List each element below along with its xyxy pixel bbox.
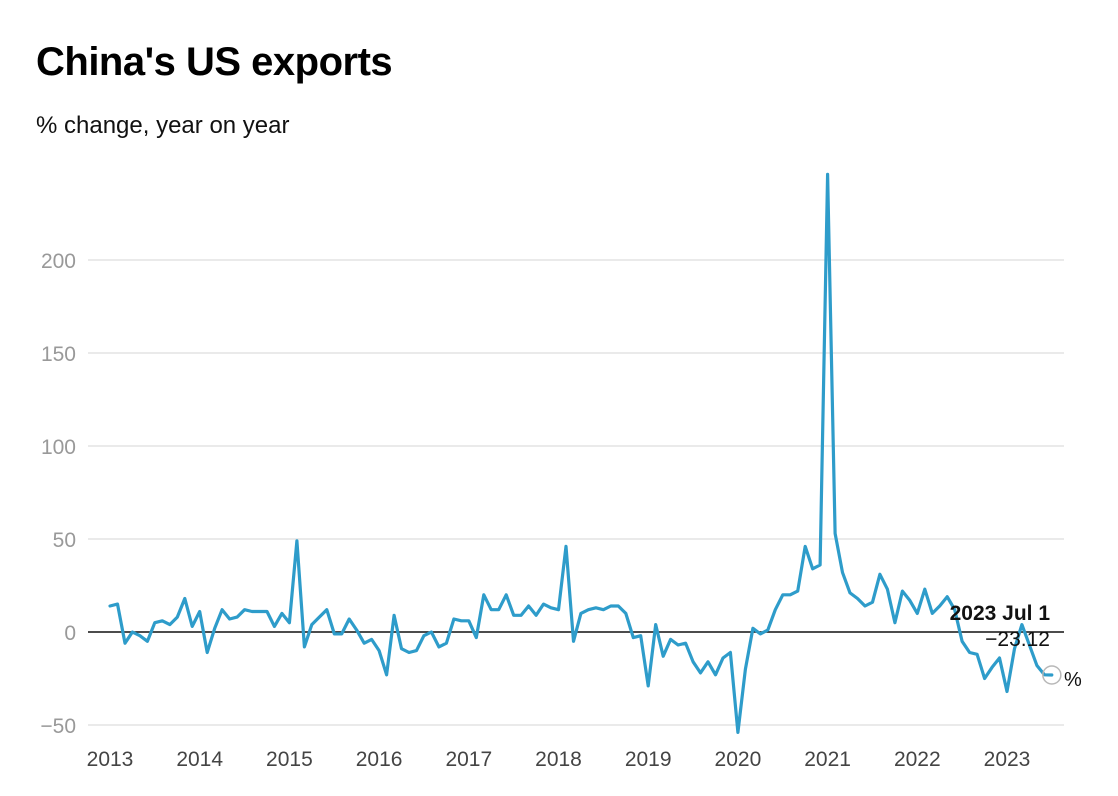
x-tick-label: 2013 bbox=[87, 748, 134, 771]
y-tick-label: 100 bbox=[41, 436, 76, 459]
x-tick-label: 2015 bbox=[266, 748, 313, 771]
x-tick-label: 2021 bbox=[804, 748, 851, 771]
x-tick-label: 2014 bbox=[176, 748, 223, 771]
last-point-marker bbox=[1042, 665, 1062, 685]
x-axis-ticks: 2013 2014 2015 2016 2017 2018 2019 2020 2021 2022… bbox=[87, 748, 1031, 771]
x-tick-label: 2020 bbox=[715, 748, 762, 771]
annotation-value-label: −23.12 bbox=[985, 628, 1050, 651]
series-line-0 bbox=[108, 172, 1054, 735]
annotation-unit-label: % bbox=[1064, 669, 1082, 691]
y-axis-ticks: −50 0 50 100 150 200 bbox=[40, 250, 76, 738]
gridlines bbox=[88, 259, 1064, 726]
latest-value-annotation: 2023 Jul 1 −23.12 % bbox=[950, 602, 1082, 691]
y-tick-label: 50 bbox=[53, 529, 76, 552]
x-tick-label: 2022 bbox=[894, 748, 941, 771]
y-tick-label: 200 bbox=[41, 250, 76, 273]
y-tick-label: −50 bbox=[40, 715, 76, 738]
annotation-date-label: 2023 Jul 1 bbox=[950, 602, 1051, 625]
x-tick-label: 2017 bbox=[445, 748, 492, 771]
x-tick-label: 2023 bbox=[984, 748, 1031, 771]
x-tick-label: 2019 bbox=[625, 748, 672, 771]
y-tick-label: 150 bbox=[41, 343, 76, 366]
series-group bbox=[108, 172, 1062, 735]
chart-title: China's US exports bbox=[36, 40, 393, 84]
y-tick-label: 0 bbox=[64, 622, 76, 645]
x-tick-label: 2016 bbox=[356, 748, 403, 771]
chart-subtitle: % change, year on year bbox=[36, 112, 290, 139]
x-tick-label: 2018 bbox=[535, 748, 582, 771]
